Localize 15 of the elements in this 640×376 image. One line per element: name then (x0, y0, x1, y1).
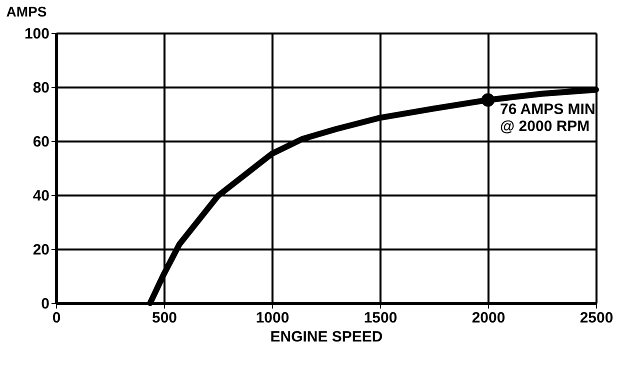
y-tick-label: 20 (32, 242, 50, 258)
y-tick-label: 100 (24, 26, 50, 42)
x-tick-label: 500 (152, 310, 178, 326)
x-tick-label: 2000 (472, 310, 506, 326)
y-tick-label: 0 (41, 296, 50, 312)
y-tick-label: 40 (32, 188, 50, 204)
y-axis-title: AMPS (6, 4, 47, 20)
x-tick-label: 1500 (364, 310, 398, 326)
y-tick-label: 60 (32, 134, 50, 150)
x-tick-label: 1000 (256, 310, 290, 326)
y-tick-label: 80 (32, 80, 50, 96)
annotation: 76 AMPS MIN @ 2000 RPM (500, 100, 596, 135)
x-tick-label: 2500 (580, 310, 614, 326)
x-axis-title: ENGINE SPEED (270, 328, 383, 346)
x-tick-label: 0 (52, 310, 61, 326)
